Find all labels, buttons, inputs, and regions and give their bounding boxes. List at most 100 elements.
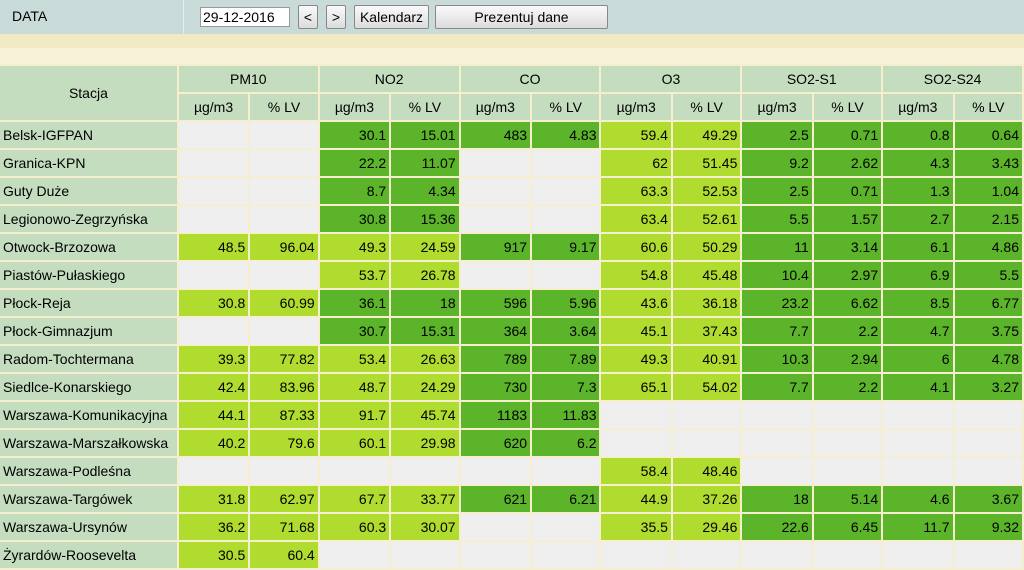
value-cell: 15.01 <box>391 122 459 148</box>
value-cell <box>883 458 953 484</box>
next-day-button[interactable]: > <box>326 5 346 29</box>
station-name: Belsk-IGFPAN <box>0 122 177 148</box>
value-cell <box>178 150 249 176</box>
value-cell: 6.77 <box>954 290 1022 316</box>
value-cell <box>742 430 812 456</box>
value-cell <box>391 542 459 568</box>
value-cell: 5.5 <box>954 262 1022 288</box>
value-cell: 36.1 <box>319 290 390 316</box>
value-cell <box>178 318 249 344</box>
value-cell: 45.74 <box>391 402 459 428</box>
value-cell <box>319 542 390 568</box>
value-cell <box>532 542 600 568</box>
value-cell <box>532 150 600 176</box>
value-cell: 50.29 <box>672 234 741 260</box>
value-cell: 620 <box>460 430 531 456</box>
station-name: Płock-Gimnazjum <box>0 318 177 344</box>
value-cell: 9.32 <box>954 514 1022 540</box>
value-cell: 2.5 <box>742 122 812 148</box>
value-cell: 24.29 <box>391 374 459 400</box>
value-cell: 40.91 <box>672 346 741 372</box>
value-cell: 87.33 <box>250 402 318 428</box>
value-cell: 10.3 <box>742 346 812 372</box>
station-name: Warszawa-Ursynów <box>0 514 177 540</box>
value-cell: 917 <box>460 234 531 260</box>
station-name: Siedlce-Konarskiego <box>0 374 177 400</box>
value-cell: 15.36 <box>391 206 459 232</box>
value-cell: 6.2 <box>532 430 600 456</box>
value-cell <box>178 178 249 204</box>
present-data-button[interactable]: Prezentuj dane <box>435 5 608 29</box>
value-cell <box>742 542 812 568</box>
value-cell: 36.18 <box>672 290 741 316</box>
station-name: Warszawa-Komunikacyjna <box>0 402 177 428</box>
table-body: Belsk-IGFPAN 30.1 15.01 483 4.83 59.4 49.29 2.5… <box>0 122 1022 568</box>
value-cell: 7.89 <box>532 346 600 372</box>
table-row: Radom-Tochtermana 39.3 77.82 53.4 26.63 789 7.… <box>0 346 1022 372</box>
value-cell <box>178 122 249 148</box>
toolbar: DATA < > Kalendarz Prezentuj dane <box>0 0 1024 34</box>
unit-header: % LV <box>391 94 459 120</box>
unit-header: µg/m3 <box>742 94 812 120</box>
value-cell: 3.64 <box>532 318 600 344</box>
value-cell: 26.78 <box>391 262 459 288</box>
value-cell: 364 <box>460 318 531 344</box>
value-cell <box>460 514 531 540</box>
value-cell: 40.2 <box>178 430 249 456</box>
value-cell: 44.1 <box>178 402 249 428</box>
value-cell: 91.7 <box>319 402 390 428</box>
value-cell: 18 <box>742 486 812 512</box>
unit-header: µg/m3 <box>460 94 531 120</box>
value-cell: 52.61 <box>672 206 741 232</box>
value-cell: 42.4 <box>178 374 249 400</box>
station-name: Żyrardów-Roosevelta <box>0 542 177 568</box>
table-row: Belsk-IGFPAN 30.1 15.01 483 4.83 59.4 49.29 2.5… <box>0 122 1022 148</box>
value-cell: 6 <box>883 346 953 372</box>
value-cell <box>178 458 249 484</box>
value-cell: 3.43 <box>954 150 1022 176</box>
value-cell: 2.5 <box>742 178 812 204</box>
value-cell: 22.6 <box>742 514 812 540</box>
value-cell: 62.97 <box>250 486 318 512</box>
value-cell: 5.5 <box>742 206 812 232</box>
value-cell: 4.78 <box>954 346 1022 372</box>
table-row: Warszawa-Ursynów 36.2 71.68 60.3 30.07 35.5 29… <box>0 514 1022 540</box>
value-cell: 4.34 <box>391 178 459 204</box>
calendar-button[interactable]: Kalendarz <box>354 5 429 29</box>
value-cell: 48.5 <box>178 234 249 260</box>
value-cell <box>954 430 1022 456</box>
value-cell: 483 <box>460 122 531 148</box>
value-cell: 8.5 <box>883 290 953 316</box>
measurements-table: Stacja PM10 NO2 CO O3 SO2-S1 SO2-S24 µg/… <box>0 64 1024 570</box>
value-cell: 58.4 <box>601 458 671 484</box>
value-cell: 2.94 <box>813 346 882 372</box>
station-name: Legionowo-Zegrzyńska <box>0 206 177 232</box>
unit-header: % LV <box>813 94 882 120</box>
value-cell <box>178 262 249 288</box>
value-cell: 0.64 <box>954 122 1022 148</box>
prev-day-button[interactable]: < <box>298 5 318 29</box>
value-cell: 4.3 <box>883 150 953 176</box>
table-row: Warszawa-Podleśna 58.4 48.46 <box>0 458 1022 484</box>
value-cell: 730 <box>460 374 531 400</box>
value-cell <box>601 402 671 428</box>
unit-header: % LV <box>532 94 600 120</box>
value-cell: 10.4 <box>742 262 812 288</box>
value-cell: 6.1 <box>883 234 953 260</box>
pollutant-header: NO2 <box>319 66 459 92</box>
table-row: Warszawa-Komunikacyjna 44.1 87.33 91.7 45.74… <box>0 402 1022 428</box>
table-row: Otwock-Brzozowa 48.5 96.04 49.3 24.59 917 9.17… <box>0 234 1022 260</box>
value-cell <box>178 206 249 232</box>
value-cell: 6.21 <box>532 486 600 512</box>
value-cell: 3.27 <box>954 374 1022 400</box>
value-cell: 60.99 <box>250 290 318 316</box>
value-cell: 7.7 <box>742 318 812 344</box>
value-cell <box>319 458 390 484</box>
unit-header-row: µg/m3% LV µg/m3% LV µg/m3% LV µg/m3% LV µg/m… <box>0 94 1022 120</box>
value-cell <box>460 150 531 176</box>
value-cell: 1183 <box>460 402 531 428</box>
value-cell <box>954 542 1022 568</box>
value-cell <box>250 122 318 148</box>
value-cell <box>532 178 600 204</box>
date-input[interactable] <box>200 7 290 27</box>
